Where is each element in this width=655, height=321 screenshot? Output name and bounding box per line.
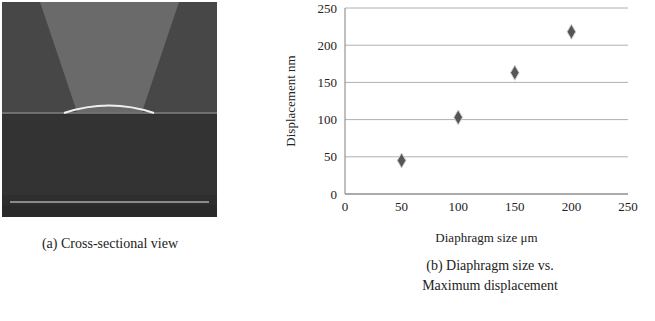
svg-text:150: 150: [505, 199, 525, 214]
html-text:(b) Diaphragm size vs.: (b) Diaphragm size vs.: [426, 258, 554, 273]
svg-text:200: 200: [318, 38, 338, 53]
svg-text:0: 0: [342, 199, 349, 214]
svg-text:250: 250: [618, 199, 638, 214]
svg-text:50: 50: [395, 199, 408, 214]
svg-text:250: 250: [318, 1, 338, 16]
html-text:Maximum displacement: Maximum displacement: [422, 278, 558, 293]
svg-text:150: 150: [318, 75, 338, 90]
svg-text:Displacement nm: Displacement nm: [283, 55, 298, 146]
svg-text:100: 100: [318, 112, 338, 127]
svg-text:0: 0: [331, 187, 338, 202]
svg-text:Diaphragm size μm: Diaphragm size μm: [435, 230, 537, 245]
svg-text:50: 50: [324, 149, 337, 164]
html-text:(a) Cross-sectional view: (a) Cross-sectional view: [42, 236, 178, 251]
svg-text:200: 200: [562, 199, 582, 214]
svg-text:100: 100: [448, 199, 468, 214]
